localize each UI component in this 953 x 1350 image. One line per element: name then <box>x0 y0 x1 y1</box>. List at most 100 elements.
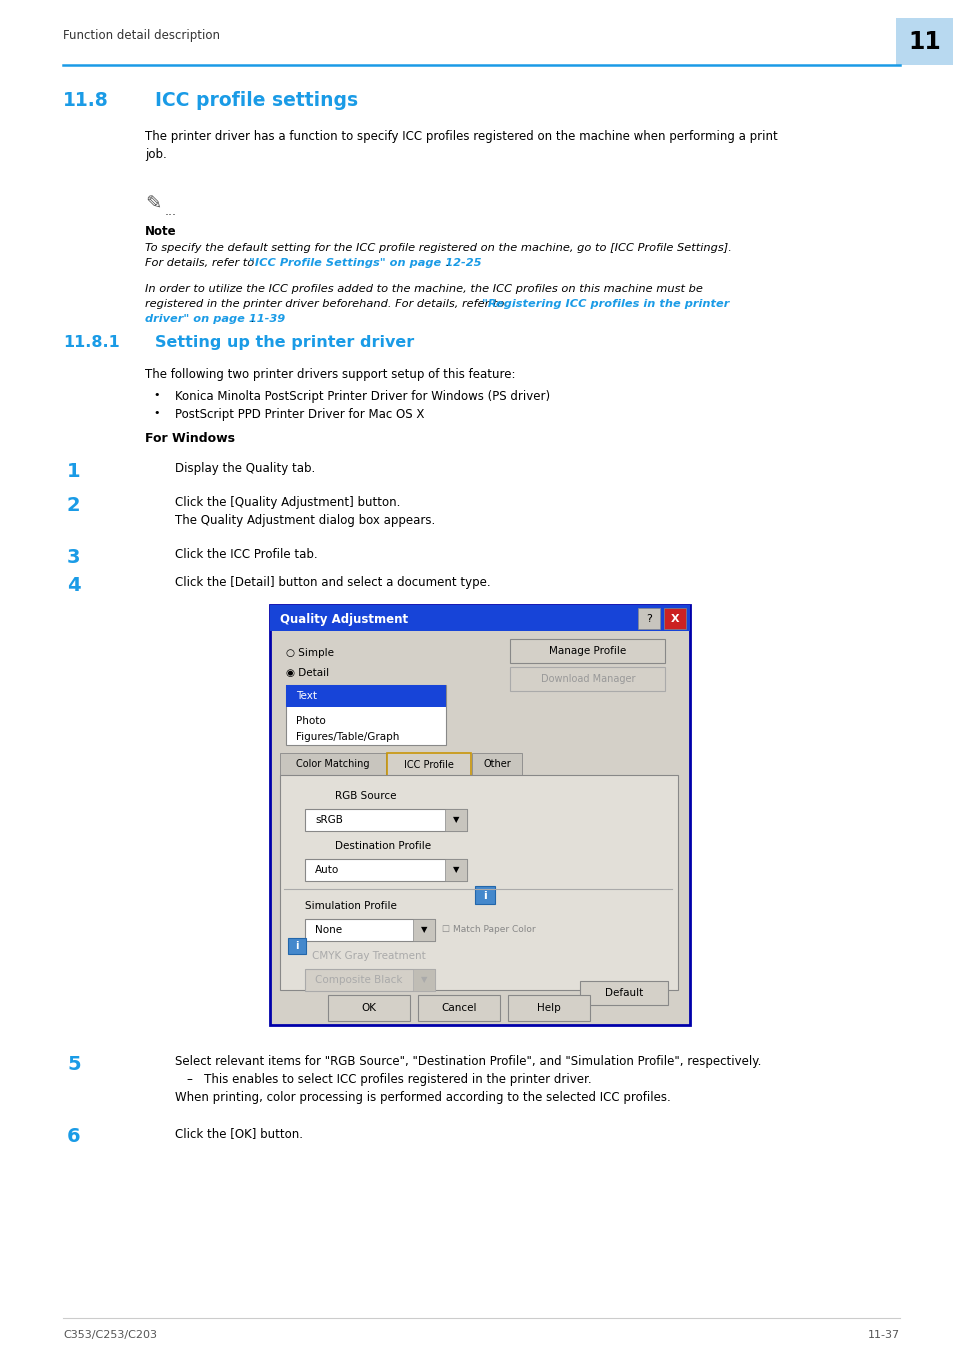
FancyBboxPatch shape <box>444 859 467 882</box>
Text: –   This enables to select ICC profiles registered in the printer driver.: – This enables to select ICC profiles re… <box>187 1073 591 1085</box>
Text: Photo: Photo <box>295 716 325 726</box>
Text: The printer driver has a function to specify ICC profiles registered on the mach: The printer driver has a function to spe… <box>145 130 777 161</box>
FancyBboxPatch shape <box>413 969 435 991</box>
Text: C353/C253/C203: C353/C253/C203 <box>63 1330 157 1341</box>
FancyBboxPatch shape <box>270 605 689 1025</box>
Text: 11.8: 11.8 <box>63 90 109 109</box>
Text: "ICC Profile Settings" on page 12-25: "ICC Profile Settings" on page 12-25 <box>249 258 481 269</box>
Text: .: . <box>444 258 448 269</box>
Text: OK: OK <box>361 1003 376 1012</box>
FancyBboxPatch shape <box>288 938 306 954</box>
Text: When printing, color processing is performed according to the selected ICC profi: When printing, color processing is perfo… <box>174 1091 670 1104</box>
FancyBboxPatch shape <box>270 605 689 630</box>
Text: ◉ Detail: ◉ Detail <box>286 668 329 678</box>
Text: Konica Minolta PostScript Printer Driver for Windows (PS driver): Konica Minolta PostScript Printer Driver… <box>174 390 550 404</box>
Text: 11: 11 <box>907 30 941 54</box>
Text: driver" on page 11-39: driver" on page 11-39 <box>145 315 285 324</box>
Text: i: i <box>482 891 486 900</box>
FancyBboxPatch shape <box>472 753 521 775</box>
FancyBboxPatch shape <box>305 809 467 832</box>
Text: Click the ICC Profile tab.: Click the ICC Profile tab. <box>174 548 317 562</box>
Text: 11.8.1: 11.8.1 <box>63 335 120 350</box>
Text: Other: Other <box>482 759 511 769</box>
Text: ▼: ▼ <box>453 815 458 825</box>
FancyBboxPatch shape <box>387 753 471 778</box>
Text: sRGB: sRGB <box>314 815 342 825</box>
Text: Composite Black: Composite Black <box>314 975 402 985</box>
FancyBboxPatch shape <box>895 18 953 65</box>
Text: Destination Profile: Destination Profile <box>335 841 431 850</box>
FancyBboxPatch shape <box>280 775 678 990</box>
Text: •: • <box>152 408 159 418</box>
Text: "Registering ICC profiles in the printer: "Registering ICC profiles in the printer <box>481 298 729 309</box>
FancyBboxPatch shape <box>286 684 446 745</box>
Text: 3: 3 <box>67 548 80 567</box>
Text: Display the Quality tab.: Display the Quality tab. <box>174 462 314 475</box>
FancyBboxPatch shape <box>280 753 386 775</box>
Text: 2: 2 <box>67 495 81 514</box>
Text: Setting up the printer driver: Setting up the printer driver <box>154 335 414 350</box>
FancyBboxPatch shape <box>305 969 435 991</box>
Text: i: i <box>294 941 298 950</box>
FancyBboxPatch shape <box>305 859 467 882</box>
FancyBboxPatch shape <box>638 608 659 629</box>
Text: Note: Note <box>145 225 176 238</box>
Text: Manage Profile: Manage Profile <box>549 647 626 656</box>
Text: Click the [Quality Adjustment] button.: Click the [Quality Adjustment] button. <box>174 495 400 509</box>
Text: None: None <box>314 925 342 936</box>
FancyBboxPatch shape <box>413 919 435 941</box>
Text: Download Manager: Download Manager <box>540 674 635 684</box>
Text: PostScript PPD Printer Driver for Mac OS X: PostScript PPD Printer Driver for Mac OS… <box>174 408 424 421</box>
Text: ✎: ✎ <box>145 194 161 215</box>
Text: Select relevant items for "RGB Source", "Destination Profile", and "Simulation P: Select relevant items for "RGB Source", … <box>174 1054 760 1068</box>
FancyBboxPatch shape <box>328 995 410 1021</box>
Text: In order to utilize the ICC profiles added to the machine, the ICC profiles on t: In order to utilize the ICC profiles add… <box>145 284 702 294</box>
Text: The Quality Adjustment dialog box appears.: The Quality Adjustment dialog box appear… <box>174 514 435 526</box>
Text: Figures/Table/Graph: Figures/Table/Graph <box>295 732 399 742</box>
FancyBboxPatch shape <box>510 639 664 663</box>
Text: Text: Text <box>295 691 316 701</box>
Text: Quality Adjustment: Quality Adjustment <box>280 613 408 625</box>
Text: X: X <box>670 614 679 624</box>
Text: 1: 1 <box>67 462 81 481</box>
Text: 5: 5 <box>67 1054 81 1075</box>
Text: ☐ Match Paper Color: ☐ Match Paper Color <box>441 926 535 934</box>
Text: Function detail description: Function detail description <box>63 28 220 42</box>
Text: 6: 6 <box>67 1127 81 1146</box>
Text: ▼: ▼ <box>453 865 458 875</box>
FancyBboxPatch shape <box>305 919 435 941</box>
FancyBboxPatch shape <box>417 995 499 1021</box>
Text: ICC profile settings: ICC profile settings <box>154 90 357 109</box>
Text: To specify the default setting for the ICC profile registered on the machine, go: To specify the default setting for the I… <box>145 243 731 252</box>
Text: Auto: Auto <box>314 865 339 875</box>
Text: Cancel: Cancel <box>441 1003 476 1012</box>
Text: Click the [Detail] button and select a document type.: Click the [Detail] button and select a d… <box>174 576 490 589</box>
FancyBboxPatch shape <box>444 809 467 832</box>
Text: 4: 4 <box>67 576 81 595</box>
FancyBboxPatch shape <box>275 630 683 1019</box>
Text: For details, refer to: For details, refer to <box>145 258 257 269</box>
FancyBboxPatch shape <box>579 981 667 1004</box>
Text: ▼: ▼ <box>420 926 427 934</box>
Text: The following two printer drivers support setup of this feature:: The following two printer drivers suppor… <box>145 369 515 381</box>
Text: .: . <box>250 315 253 324</box>
Text: ?: ? <box>645 614 651 624</box>
Text: Simulation Profile: Simulation Profile <box>305 900 396 911</box>
Text: Click the [OK] button.: Click the [OK] button. <box>174 1127 303 1139</box>
FancyBboxPatch shape <box>663 608 685 629</box>
Text: For Windows: For Windows <box>145 432 234 446</box>
Text: ▼: ▼ <box>420 976 427 984</box>
FancyBboxPatch shape <box>507 995 589 1021</box>
Text: RGB Source: RGB Source <box>335 791 396 801</box>
FancyBboxPatch shape <box>475 886 495 904</box>
Text: Help: Help <box>537 1003 560 1012</box>
Text: Default: Default <box>604 988 642 998</box>
Text: registered in the printer driver beforehand. For details, refer to: registered in the printer driver beforeh… <box>145 298 507 309</box>
Text: CMYK Gray Treatment: CMYK Gray Treatment <box>312 950 425 961</box>
FancyBboxPatch shape <box>286 684 446 707</box>
Text: ICC Profile: ICC Profile <box>404 760 454 770</box>
Text: ...: ... <box>165 205 177 217</box>
Text: 11-37: 11-37 <box>867 1330 899 1341</box>
Text: Color Matching: Color Matching <box>296 759 370 769</box>
Text: ○ Simple: ○ Simple <box>286 648 334 657</box>
